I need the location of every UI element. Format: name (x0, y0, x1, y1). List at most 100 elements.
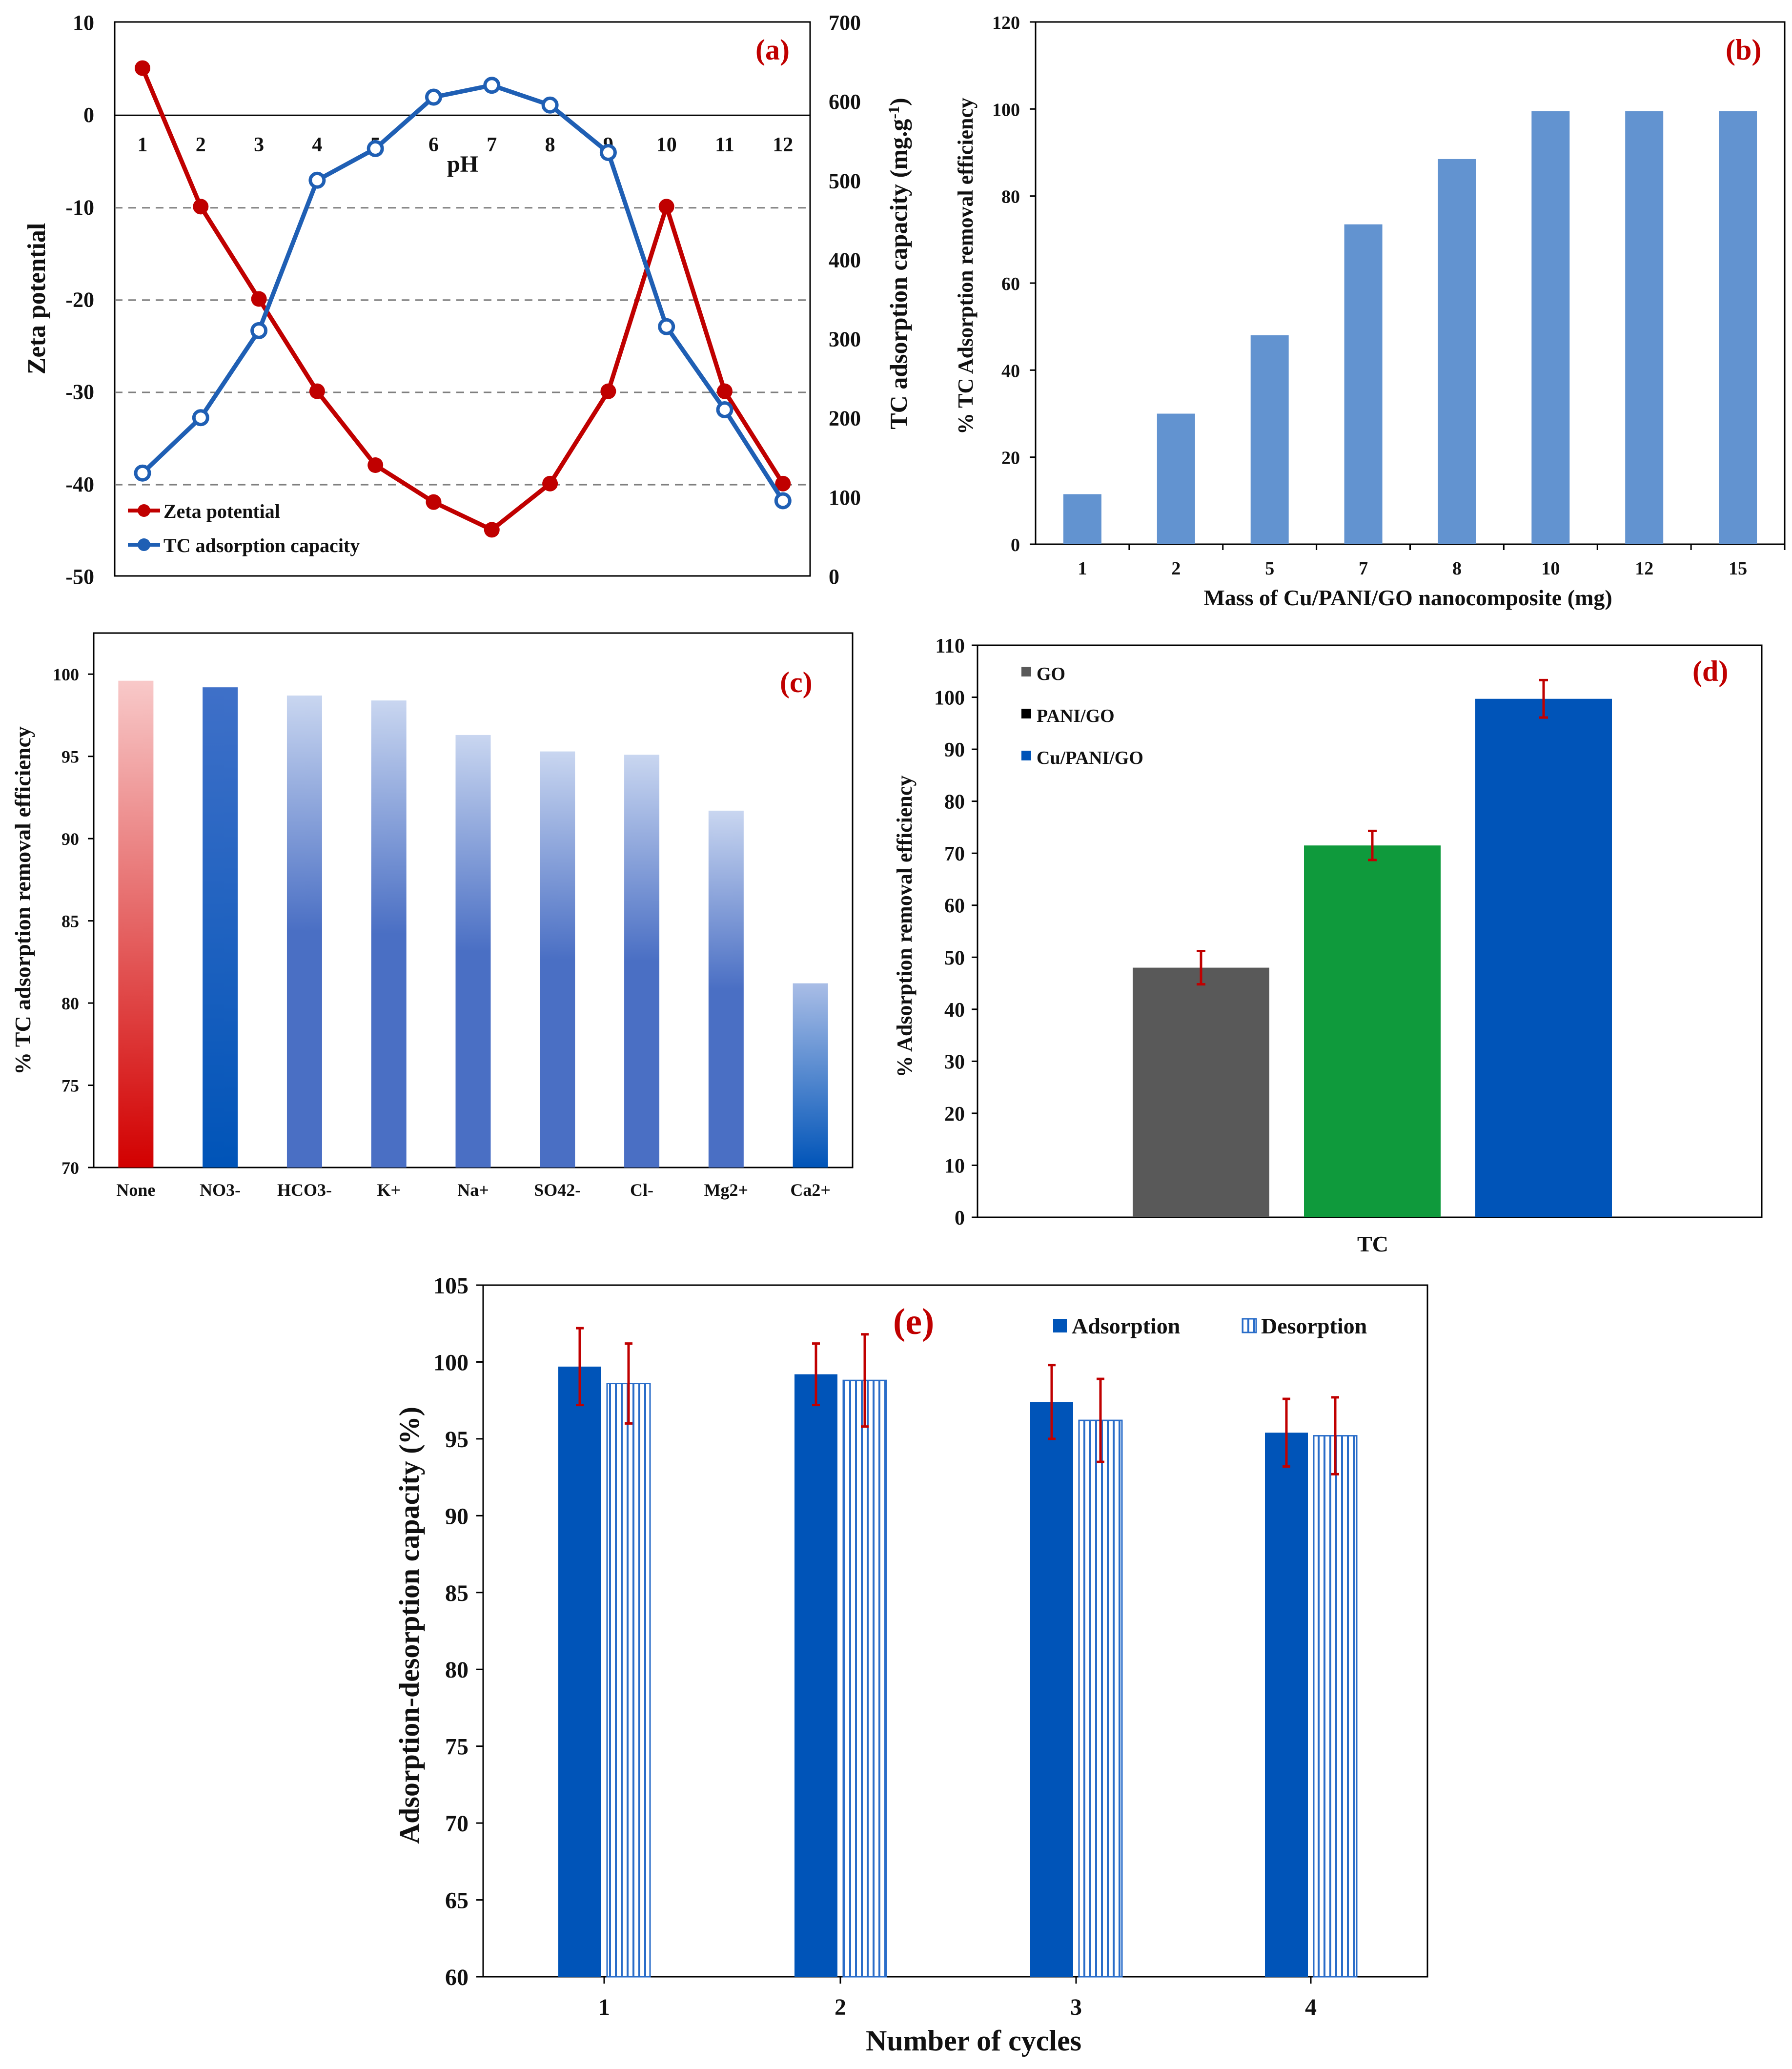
bar (371, 700, 407, 1168)
x-tick-label: 7 (487, 134, 497, 156)
panel-b-label: (b) (1726, 34, 1761, 66)
tc-point (774, 492, 792, 510)
x-tick-label: 2 (835, 1994, 846, 2020)
x-tick-label: 2 (1171, 558, 1181, 579)
bar (1250, 335, 1289, 544)
x-tick-label: HCO3- (277, 1180, 332, 1200)
x-tick-label: 1 (1078, 558, 1087, 579)
series-line-zeta (140, 67, 785, 532)
panel-b-bars: 1 2 5 7 8 10 12 15 (1063, 111, 1786, 579)
series-line-tc (141, 83, 785, 502)
panel-a-y2-ticks: 700 600 500 400 300 200 100 0 (829, 11, 861, 589)
x-tick-label: 12 (773, 134, 793, 156)
y2-tick-label: 0 (829, 565, 839, 589)
x-tick-label: 8 (545, 134, 555, 156)
tc-point (367, 140, 384, 157)
adsorption-bar (794, 1374, 837, 1977)
panel-c-bars: None NO3- HCO3- K+ Na+ SO42- Cl- Mg2+ Ca2+ (116, 680, 831, 1200)
x-tick-label: Ca2+ (790, 1180, 831, 1200)
y-tick-label: 60 (1001, 274, 1020, 294)
zeta-point (717, 383, 733, 399)
x-tick-label: 4 (312, 134, 322, 156)
panel-b-plot-area (1035, 21, 1786, 545)
y-tick-label: -10 (65, 195, 94, 219)
y-tick-label: 85 (61, 912, 79, 931)
y-tick-label: 0 (1011, 535, 1020, 555)
panel-a-y2-label: TC adsorption capacity (mg.g-1) (885, 98, 912, 429)
adsorption-bar (558, 1366, 601, 1977)
y-tick-label: 0 (83, 103, 94, 127)
x-tick-label: None (116, 1180, 155, 1200)
legend-pani-label: PANI/GO (1037, 706, 1115, 726)
bar (118, 680, 154, 1168)
y-tick-label: 100 (992, 100, 1020, 120)
zeta-point (367, 457, 384, 473)
panel-e-legend: Adsorption Desorption (1053, 1313, 1367, 1338)
bar (1625, 111, 1664, 544)
zeta-point (135, 60, 150, 76)
y-tick-label: 30 (944, 1051, 965, 1073)
panel-b-y-ticks: 120 100 80 60 40 20 0 (992, 13, 1036, 555)
y2-tick-label: 600 (829, 90, 861, 114)
y-tick-label: 80 (445, 1657, 468, 1683)
legend-go-label: GO (1037, 664, 1065, 684)
tc-point (483, 77, 501, 94)
y-tick-label: 10 (73, 11, 94, 35)
x-tick-label: 3 (1070, 1994, 1082, 2020)
bar (624, 755, 660, 1168)
y-tick-label: -40 (65, 472, 94, 496)
y-tick-label: 0 (955, 1207, 965, 1229)
legend-zeta-label: Zeta potential (163, 500, 280, 522)
y2-tick-label: 500 (829, 169, 861, 193)
panel-a-label: (a) (755, 34, 790, 66)
y2-tick-label: 100 (829, 486, 861, 510)
tc-point (308, 171, 326, 189)
zeta-point (658, 199, 674, 215)
tc-point (658, 318, 675, 335)
desorption-bar (842, 1379, 887, 1978)
bar (793, 983, 828, 1168)
panel-c-y-label: % TC adsorption removal efficiency (10, 726, 35, 1075)
adsorption-bar (1265, 1433, 1308, 1977)
tc-point (716, 401, 733, 418)
x-tick-label: Cl- (630, 1180, 653, 1200)
zeta-point (193, 199, 209, 215)
y-tick-label: 60 (445, 1965, 468, 1990)
y2-tick-label: 400 (829, 248, 861, 272)
panel-c-ion-chart: 100 95 90 85 80 75 70 None NO3- HCO3- K+ Na+ SO42- C… (10, 632, 854, 1200)
legend-cu-label: Cu/PANI/GO (1037, 748, 1143, 768)
x-tick-label: SO42- (534, 1180, 581, 1200)
bar (1063, 494, 1101, 544)
bar (455, 735, 491, 1168)
y-tick-label: 70 (61, 1158, 79, 1178)
bar (1475, 698, 1612, 1217)
tc-point (134, 464, 151, 482)
y-tick-label: 90 (61, 829, 79, 849)
x-tick-label: NO3- (200, 1180, 241, 1200)
panel-a-y-label: Zeta potential (23, 223, 51, 375)
zeta-point (426, 494, 442, 510)
y-tick-label: -30 (65, 380, 94, 404)
legend-zeta-marker (138, 504, 150, 517)
y-tick-label: 60 (944, 895, 965, 918)
y-tick-label: 20 (944, 1103, 965, 1126)
bar (1438, 159, 1476, 544)
panel-e-y-ticks: 105 100 95 90 85 80 75 70 65 60 (433, 1273, 483, 1990)
panel-b-y-label: % TC Adsorption removal efficiency (954, 98, 977, 434)
x-tick-label: 5 (1265, 558, 1274, 579)
x-tick-label: 3 (254, 134, 264, 156)
panel-e-label: (e) (893, 1301, 934, 1342)
panel-e-x-label: Number of cycles (866, 2025, 1081, 2057)
y-tick-label: 120 (992, 13, 1020, 33)
panel-c-y-ticks: 100 95 90 85 80 75 70 (53, 665, 94, 1178)
y-tick-label: 20 (1001, 448, 1020, 469)
tc-point (425, 88, 442, 106)
legend-desorption-swatch (1242, 1318, 1257, 1333)
panel-a-y-ticks: 10 0 -10 -20 -30 -40 -50 (65, 11, 94, 589)
y-tick-label: 85 (445, 1580, 468, 1606)
x-tick-label: 8 (1452, 558, 1462, 579)
y-tick-label: 100 (934, 687, 965, 710)
y-tick-label: 90 (944, 739, 965, 761)
y-tick-label: 65 (445, 1888, 468, 1914)
